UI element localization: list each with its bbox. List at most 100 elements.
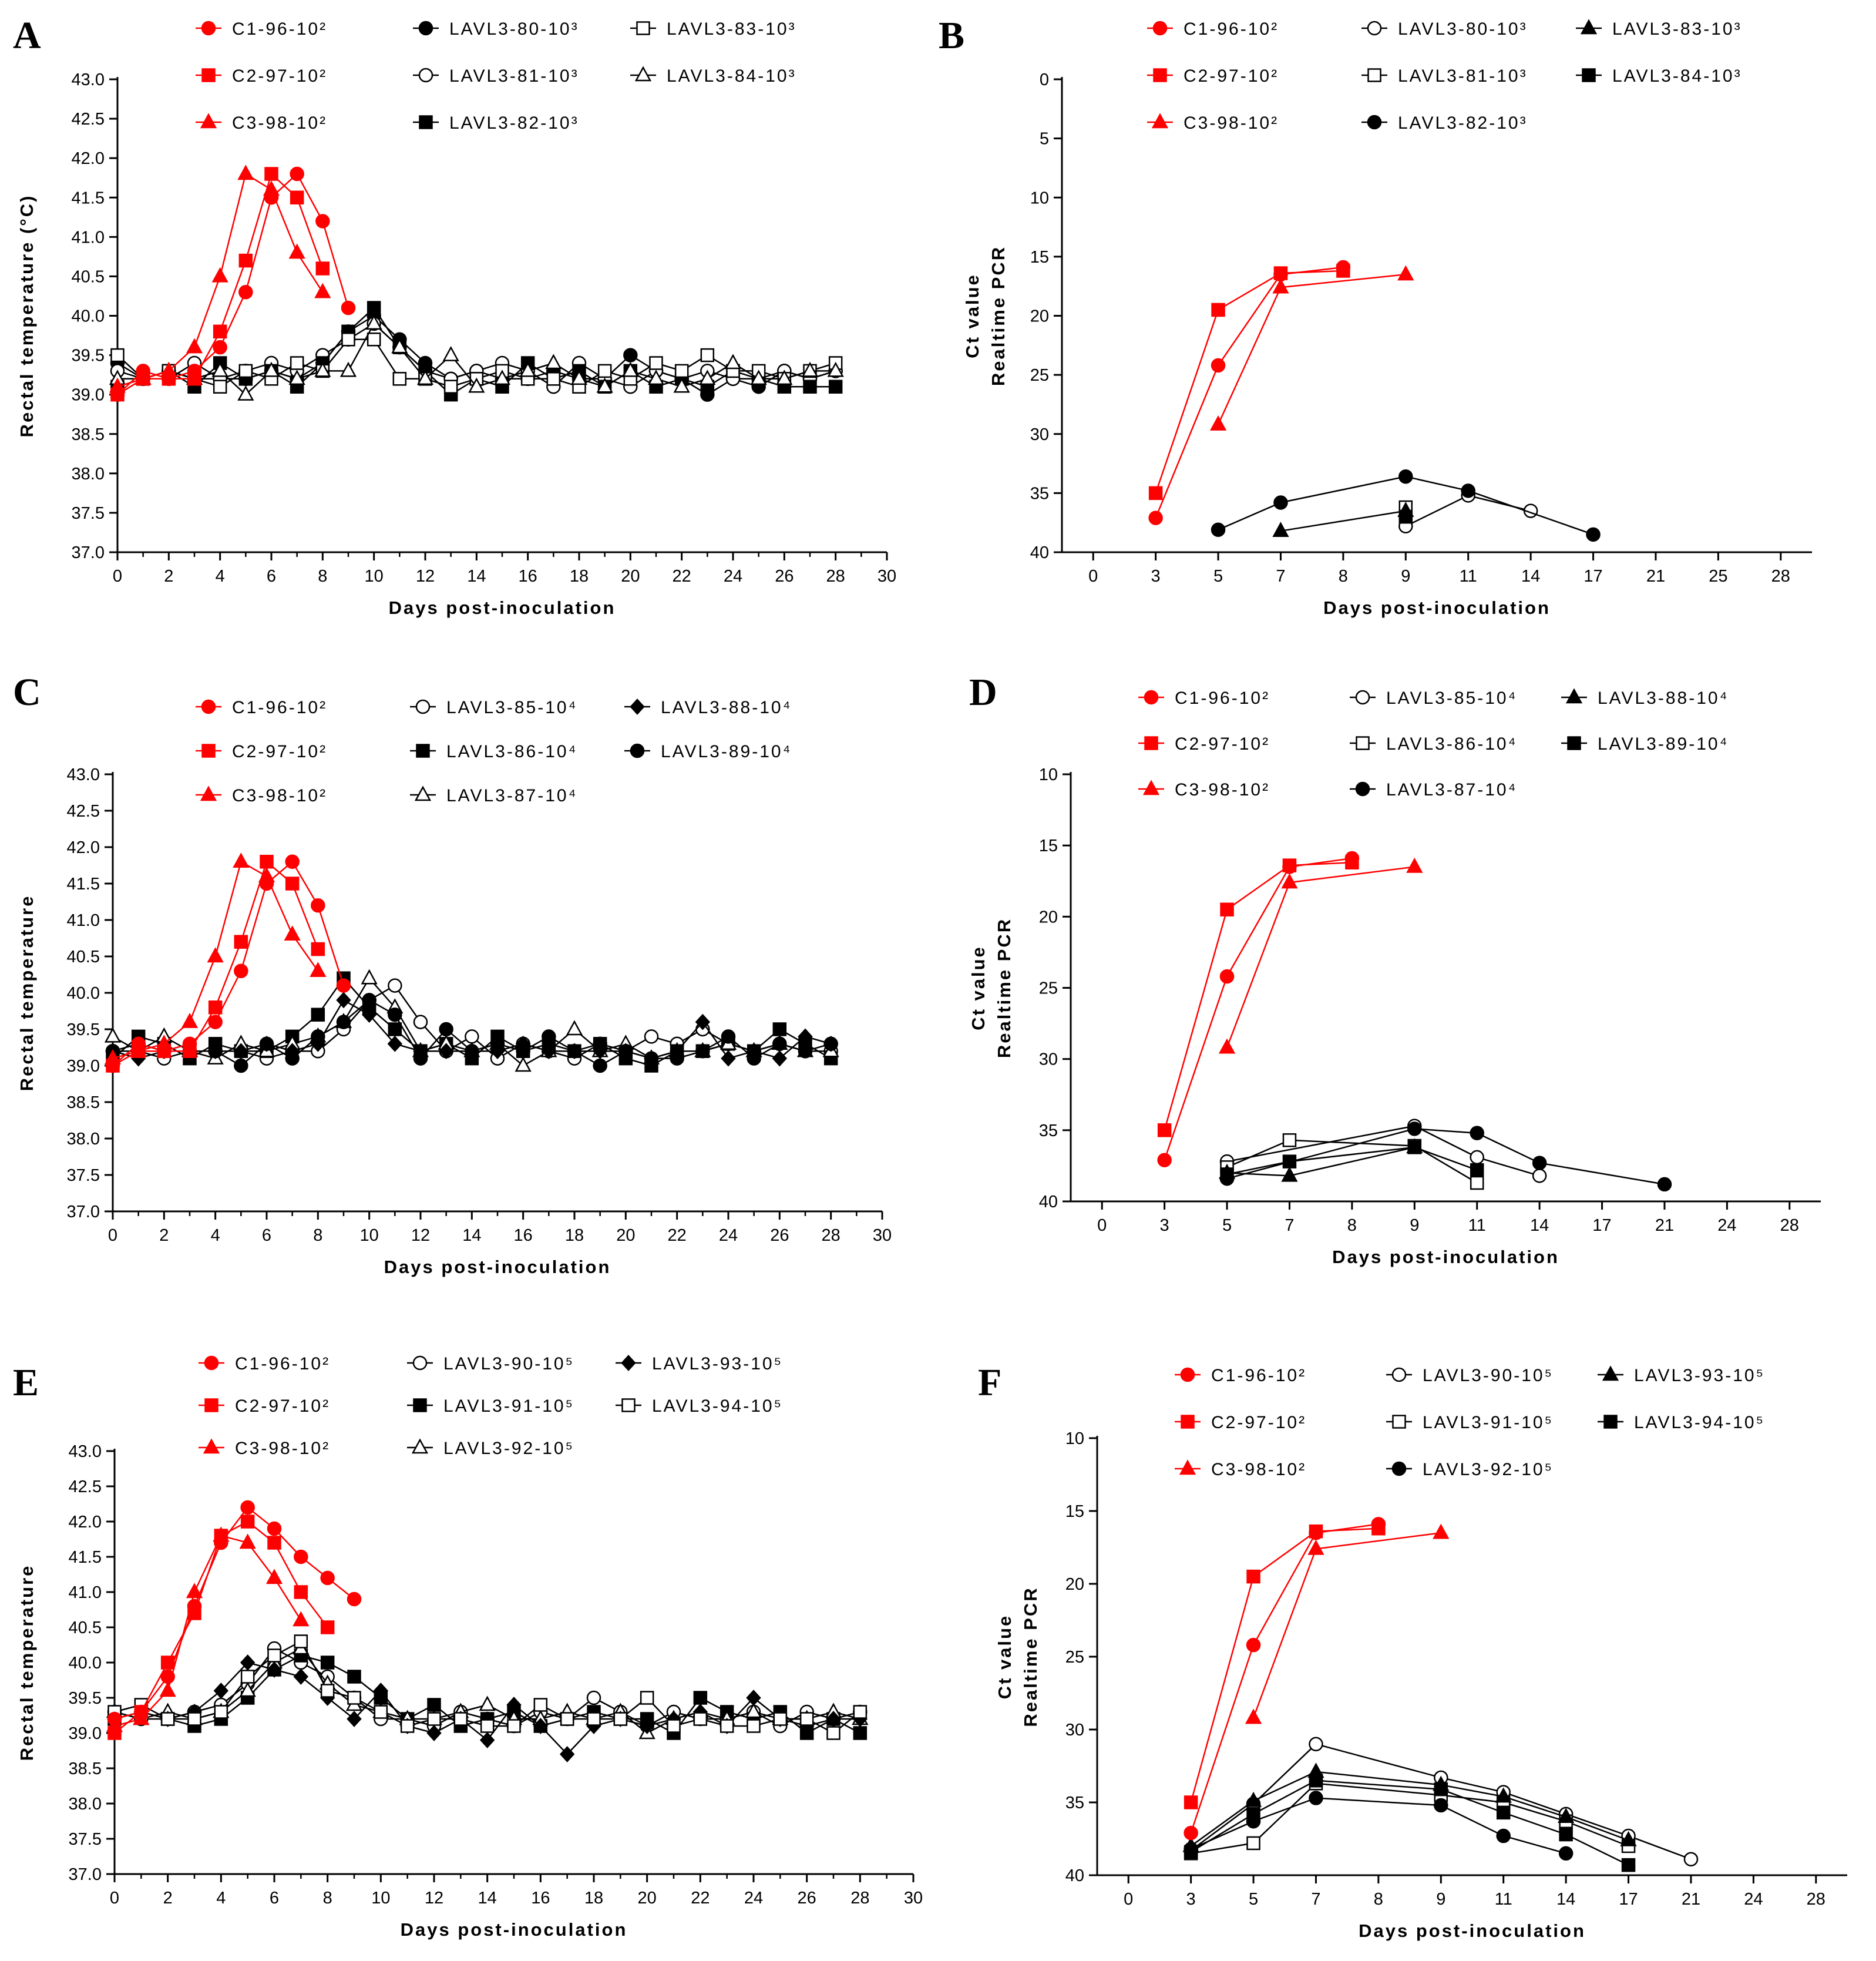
legend-marker-E — [621, 1398, 636, 1412]
data-point-D-1 — [1157, 1123, 1172, 1137]
y-axis-title-C: Rectal temperature — [16, 895, 37, 1092]
y-tick-label-B: 15 — [1030, 248, 1049, 267]
legend-label-B: C2-97-10² — [1184, 66, 1279, 86]
data-point-C-6 — [336, 992, 351, 1009]
data-point-D-6 — [1281, 1166, 1298, 1182]
y-tick-label-C: 43.0 — [67, 765, 100, 784]
x-tick-label-F: 0 — [1124, 1890, 1133, 1909]
data-point-D-4 — [1282, 1133, 1297, 1147]
data-point-F-6 — [1620, 1831, 1637, 1846]
data-point-B-0 — [1148, 511, 1163, 525]
y-axis-title-B: Realtime PCR — [988, 246, 1008, 386]
data-point-C-7 — [208, 1043, 223, 1059]
legend-marker-F — [1603, 1415, 1618, 1429]
data-point-B-1 — [1336, 264, 1350, 278]
y-tick-label-D: 30 — [1039, 1050, 1058, 1069]
x-tick-label-C: 4 — [211, 1226, 220, 1245]
legend-marker-D — [1565, 688, 1583, 704]
data-point-A-6 — [674, 364, 689, 378]
data-point-E-6 — [506, 1697, 522, 1713]
data-point-D-7 — [1470, 1163, 1484, 1177]
data-point-C-7 — [747, 1051, 761, 1066]
y-tick-label-A: 41.5 — [72, 189, 105, 207]
x-tick-label-A: 2 — [164, 567, 173, 586]
data-point-C-6 — [772, 1050, 788, 1067]
y-tick-label-C: 42.5 — [67, 802, 100, 821]
y-tick-label-D: 25 — [1039, 979, 1058, 998]
series-line-D-3 — [1226, 1125, 1540, 1177]
data-point-A-7 — [416, 370, 434, 385]
legend-marker-C — [630, 699, 645, 715]
data-point-C-6 — [361, 1006, 377, 1023]
data-point-E-7 — [320, 1684, 335, 1698]
x-tick-label-B: 28 — [1771, 567, 1790, 586]
x-tick-label-B: 7 — [1276, 567, 1285, 586]
chart-E: 37.0 37.5 38.0 38.5 39.0 39.5 40.0 40.5 41.0 41.5… — [16, 1354, 923, 1940]
data-point-C-7 — [311, 1029, 325, 1044]
data-point-A-2 — [160, 361, 177, 377]
y-tick-label-B: 35 — [1030, 484, 1049, 503]
data-point-E-7 — [294, 1634, 308, 1648]
data-point-E-7 — [720, 1719, 734, 1733]
data-point-C-7 — [388, 1007, 402, 1022]
y-tick-label-B: 40 — [1030, 543, 1049, 562]
legend-marker-F — [1179, 1459, 1196, 1475]
data-point-D-0 — [1157, 1153, 1172, 1167]
data-point-E-0 — [294, 1549, 308, 1564]
y-tick-label-C: 37.5 — [67, 1166, 100, 1185]
data-point-F-1 — [1371, 1522, 1386, 1536]
data-point-C-3 — [465, 1029, 479, 1044]
x-tick-label-D: 17 — [1592, 1216, 1611, 1235]
data-point-B-5 — [1398, 469, 1413, 484]
legend-label-A: C2-97-10² — [232, 66, 327, 86]
data-point-C-7 — [695, 1043, 710, 1059]
legend-label-A: LAVL3-83-10³ — [667, 19, 796, 39]
y-tick-label-F: 40 — [1065, 1866, 1084, 1885]
data-point-A-1 — [238, 253, 253, 268]
legend-label-B: C1-96-10² — [1184, 19, 1279, 39]
y-tick-label-B: 20 — [1030, 307, 1049, 326]
legend-label-E: LAVL3-90-10⁵ — [443, 1354, 574, 1374]
data-point-E-4 — [853, 1726, 868, 1740]
data-point-E-7 — [667, 1719, 681, 1733]
data-point-A-7 — [339, 361, 357, 377]
data-point-D-1 — [1220, 902, 1234, 916]
data-point-E-6 — [639, 1718, 655, 1734]
data-point-C-7 — [670, 1051, 684, 1066]
data-point-E-7 — [799, 1712, 814, 1726]
data-point-F-7 — [1309, 1774, 1323, 1788]
series-line-D-4 — [1226, 1139, 1478, 1184]
data-point-A-5 — [367, 301, 381, 315]
series-line-B-0 — [1155, 266, 1344, 519]
legend-label-C: LAVL3-85-10⁴ — [446, 698, 577, 717]
data-point-A-7 — [391, 338, 408, 354]
x-tick-label-F: 9 — [1436, 1890, 1445, 1909]
x-tick-label-A: 10 — [365, 567, 384, 586]
legend-label-D: LAVL3-87-10⁴ — [1386, 780, 1517, 800]
data-point-F-6 — [1558, 1808, 1575, 1824]
x-tick-label-D: 24 — [1717, 1216, 1736, 1235]
legend-marker-E — [411, 1438, 429, 1454]
y-tick-label-F: 15 — [1065, 1502, 1084, 1521]
legend-marker-A — [634, 66, 652, 82]
legend-marker-F — [1392, 1415, 1406, 1429]
chart-C: 37.0 37.5 38.0 38.5 39.0 39.5 40.0 40.5 41.0 41.5… — [16, 698, 892, 1277]
y-tick-label-C: 39.0 — [67, 1057, 100, 1076]
legend-marker-C — [416, 744, 430, 758]
legend-marker-A — [419, 115, 433, 129]
legend-label-C: C2-97-10² — [232, 742, 327, 761]
data-point-E-5 — [745, 1703, 762, 1718]
x-tick-label-C: 12 — [411, 1226, 430, 1245]
data-point-E-0 — [320, 1570, 335, 1586]
data-point-A-7 — [263, 361, 280, 377]
data-point-F-1 — [1246, 1569, 1260, 1584]
x-tick-label-C: 28 — [822, 1226, 840, 1245]
series-line-F-1 — [1190, 1527, 1379, 1803]
data-point-D-3 — [1470, 1150, 1484, 1165]
legend-marker-C — [200, 785, 217, 801]
data-point-E-6 — [533, 1718, 549, 1734]
y-tick-label-B: 10 — [1030, 189, 1049, 207]
y-tick-label-F: 25 — [1065, 1648, 1084, 1667]
x-tick-label-B: 0 — [1088, 567, 1098, 586]
